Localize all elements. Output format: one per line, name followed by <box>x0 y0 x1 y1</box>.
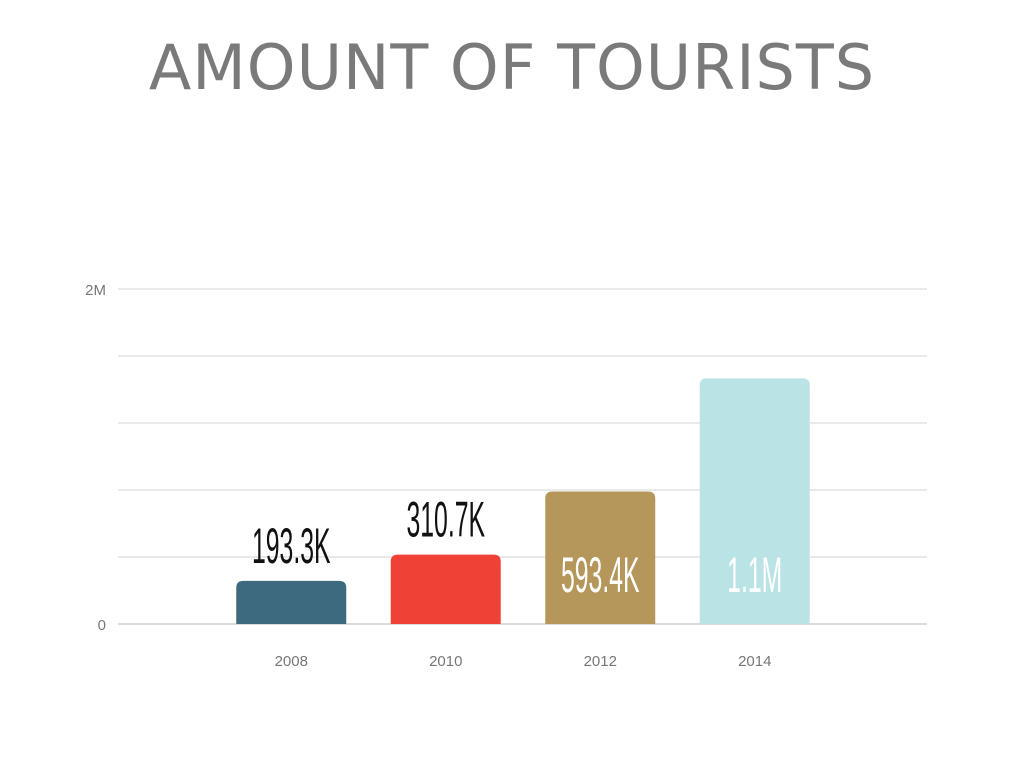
bars: 193.3K 310.7K 593.4K 1.1M <box>236 378 810 624</box>
chart-title: AMOUNT OF TOURISTS <box>148 31 876 104</box>
data-label-2012: 593.4K <box>561 548 640 604</box>
bar-2012 <box>545 491 656 624</box>
y-tick-label: 2M <box>85 282 106 299</box>
x-tick-label: 2010 <box>429 653 462 670</box>
data-label-2010: 310.7K <box>406 492 485 548</box>
x-tick-label: 2012 <box>584 653 617 670</box>
bar-2014 <box>699 378 810 624</box>
data-label-2014: 1.1M <box>727 548 782 604</box>
data-label-2008: 193.3K <box>252 518 331 574</box>
x-axis-ticks: 2008 2010 2012 2014 <box>275 653 772 670</box>
x-tick-label: 2014 <box>738 653 771 670</box>
y-tick-label: 0 <box>98 617 106 634</box>
bar-2010 <box>390 554 501 624</box>
y-axis-ticks: 2M 0 <box>85 282 106 634</box>
x-tick-label: 2008 <box>275 653 308 670</box>
bar-2008 <box>236 580 347 624</box>
